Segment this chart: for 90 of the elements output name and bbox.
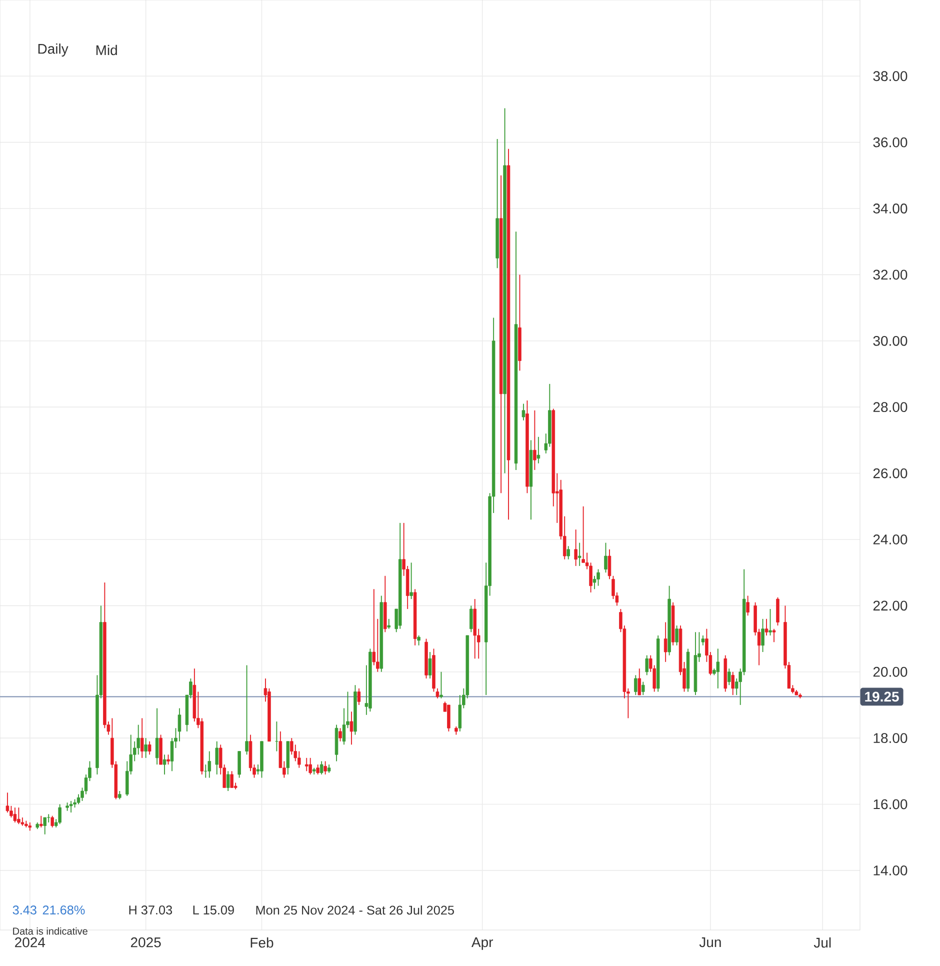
candlestick [440,671,443,699]
candlestick [764,618,768,636]
candlestick [17,807,20,825]
candlestick [316,764,320,775]
candlestick [357,688,361,706]
candlestick [772,628,776,643]
candlestick [140,718,144,758]
candlestick [675,625,678,646]
candlestick [776,596,780,626]
candlestick [342,708,346,746]
candlestick [522,403,526,421]
y-tick-label: 24.00 [873,534,908,544]
y-tick-label: 18.00 [874,733,908,744]
candlestick [410,562,413,600]
y-tick-label: 30.00 [873,336,908,346]
y-tick-label: 20.00 [873,666,908,677]
y-tick-label: 32.00 [873,270,908,280]
x-tick-label: 2025 [130,937,161,948]
candlestick [447,704,450,732]
candlestick [761,618,764,652]
candlestick [308,757,312,775]
candlestick [245,664,248,756]
y-tick-label: 22.00 [873,600,908,611]
candlestick [338,728,342,742]
candlestick [226,770,230,792]
y-tick-label: 26.00 [873,468,908,478]
candlestick [664,622,668,662]
candlestick [574,529,578,566]
candlestick [417,634,420,646]
candlestick [596,568,600,586]
candlestick [642,681,645,696]
candlestick [536,436,540,464]
candlestick [50,815,54,828]
candlestick [43,817,46,835]
candlestick [58,804,62,825]
candlestick [215,740,218,775]
annotation: 3.43 [12,906,36,914]
ref-line-label: 19.25 [865,692,899,702]
candlestick [69,800,73,813]
candlestick [608,548,612,580]
annotation: 21.68% [42,906,85,914]
annotation: Daily [38,44,68,57]
candlestick [350,711,354,746]
candlestick [155,708,159,765]
y-tick-label: 34.00 [873,204,908,214]
y-tick-label: 38.00 [873,71,908,82]
annotation: Mid [96,44,117,56]
candlestick [387,618,390,630]
candlestick [728,668,731,686]
annotation: L 15.09 [193,906,234,914]
candlestick [436,688,440,699]
candlestick [604,542,608,574]
candlestick [638,668,642,696]
candlestick [746,595,750,616]
annotation: Mon 25 Nov 2024 - Sat 26 Jul 2025 [256,905,454,915]
candlestick [238,750,241,778]
x-tick-label: Apr [471,937,494,950]
candlestick [324,760,327,775]
candlestick [533,410,536,470]
y-tick-label: 36.00 [873,137,908,148]
y-tick-label: 28.00 [873,402,908,412]
x-tick-label: Jul [814,937,831,948]
candlestick [634,674,638,696]
candlestick [46,814,50,823]
x-tick-label: Jun [699,937,721,948]
x-tick-label: 2024 [15,937,46,948]
y-tick-label: 16.00 [874,799,908,810]
candlestick [320,760,324,775]
annotation: Data is indicative [13,927,88,935]
candlestick [13,807,17,823]
candlestick [716,648,720,689]
candlestick [148,740,152,756]
annotation: H 37.03 [129,906,172,914]
candlestick [566,546,570,560]
candlestick [166,754,170,765]
candlestick [731,671,734,696]
candlestick [162,754,166,775]
candlestick [304,757,308,772]
candlestick [230,770,234,788]
x-tick-label: Feb [250,937,274,948]
candlestick [578,542,582,566]
candlestick [40,815,43,828]
y-tick-label: 14.00 [874,865,908,876]
candlestick [470,605,473,633]
candlestick [170,738,174,772]
candlestick [144,738,148,758]
candlestick [645,654,648,676]
candlestick [768,608,772,636]
candlestick [428,652,432,679]
candlestick [208,750,212,778]
